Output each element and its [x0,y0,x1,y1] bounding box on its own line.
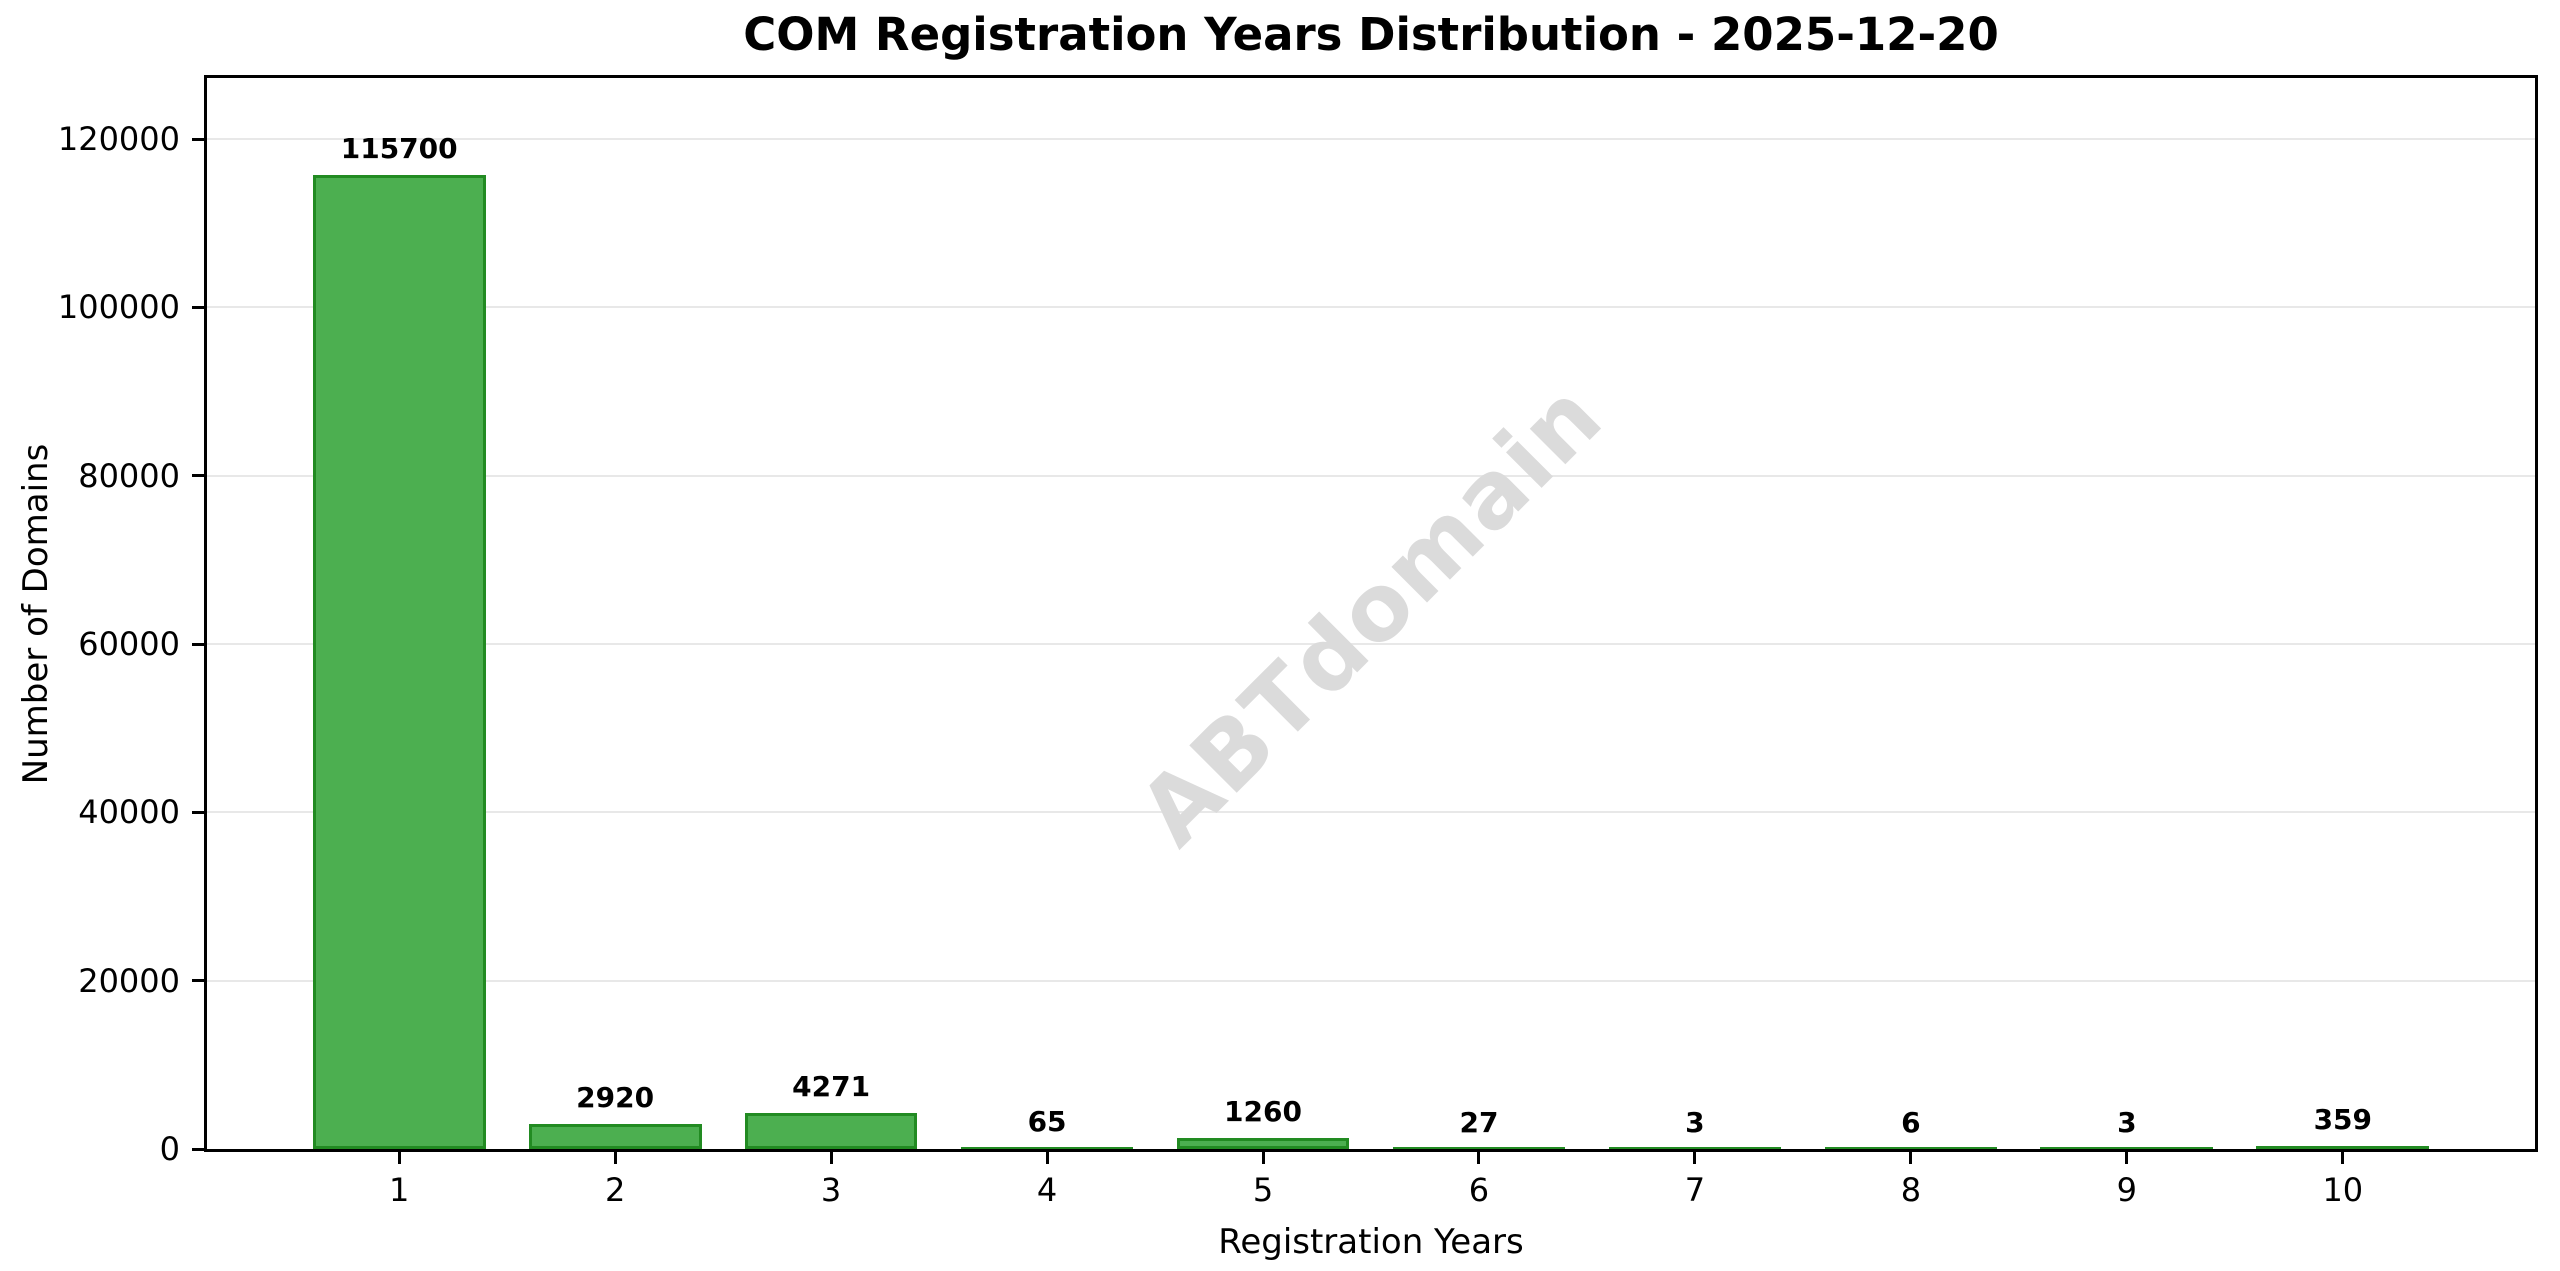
bar [744,1113,918,1149]
y-axis-tick [192,137,204,141]
y-axis-tick-label: 80000 [78,456,180,495]
x-axis-tick [2341,1152,2345,1164]
x-axis-tick [2125,1152,2129,1164]
y-axis-tick-label: 40000 [78,793,180,832]
x-axis-tick [1045,1152,1049,1164]
x-axis-tick-label: 2 [604,1171,626,1209]
y-axis-tick-label: 60000 [78,625,180,664]
bar [960,1147,1134,1149]
x-axis-tick [397,1152,401,1164]
bar [312,175,486,1149]
bar [1176,1138,1350,1149]
y-axis-tick-label: 0 [159,1130,180,1168]
y-axis-tick [192,810,204,814]
x-axis-tick-label: 6 [1468,1171,1490,1209]
bar-value-label: 27 [1459,1105,1499,1139]
bar-value-label: 6 [1901,1105,1921,1139]
bar [528,1124,702,1149]
bar-value-label: 2920 [576,1081,655,1115]
bar [2256,1145,2430,1149]
x-axis-tick [613,1152,617,1164]
y-axis-tick [192,305,204,309]
x-axis-label: Registration Years [1218,1222,1524,1262]
bar [1824,1147,1998,1149]
gridline [207,138,2535,141]
y-axis-tick-label: 120000 [57,120,180,159]
x-axis-tick-label: 4 [1036,1171,1058,1209]
gridline [207,979,2535,982]
x-axis-tick-label: 7 [1684,1171,1706,1209]
bar-value-label: 115700 [340,132,458,166]
x-axis-tick-label: 5 [1252,1171,1274,1209]
x-axis-tick-label: 1 [389,1171,410,1209]
y-axis-tick-label: 20000 [78,961,180,1000]
y-axis-tick-label: 100000 [57,288,180,327]
x-axis-tick [829,1152,833,1164]
x-axis-tick-label: 3 [820,1171,842,1209]
y-axis-tick [192,474,204,478]
watermark-text: ABTdomain [1118,361,1624,866]
bar-value-label: 3 [2117,1105,2137,1139]
gridline [207,643,2535,646]
chart-title: COM Registration Years Distribution - 20… [743,8,1999,61]
gridline [207,474,2535,477]
x-axis-tick [1693,1152,1697,1164]
y-axis-tick [192,642,204,646]
x-axis-tick [1261,1152,1265,1164]
x-axis-tick [1477,1152,1481,1164]
bar-value-label: 1260 [1224,1095,1302,1129]
bar [2040,1147,2214,1149]
y-axis-tick [192,1147,204,1151]
plot-area: ABTdomain 115700 2920 4271 65 1260 27 3 6 3 359 [204,75,2538,1152]
bar-value-label: 4271 [792,1070,871,1104]
y-axis-tick [192,979,204,983]
gridline [207,306,2535,309]
bar-value-label: 65 [1027,1105,1067,1139]
x-axis-tick [1909,1152,1913,1164]
x-axis-tick-label: 8 [1900,1171,1922,1209]
x-axis-tick-label: 9 [2116,1171,2138,1209]
x-axis-tick-label: 10 [2322,1171,2364,1209]
bar-value-label: 359 [2313,1102,2373,1136]
bar [1608,1147,1782,1149]
bar [1392,1147,1566,1149]
bar-value-label: 3 [1685,1105,1705,1139]
gridline [207,811,2535,814]
